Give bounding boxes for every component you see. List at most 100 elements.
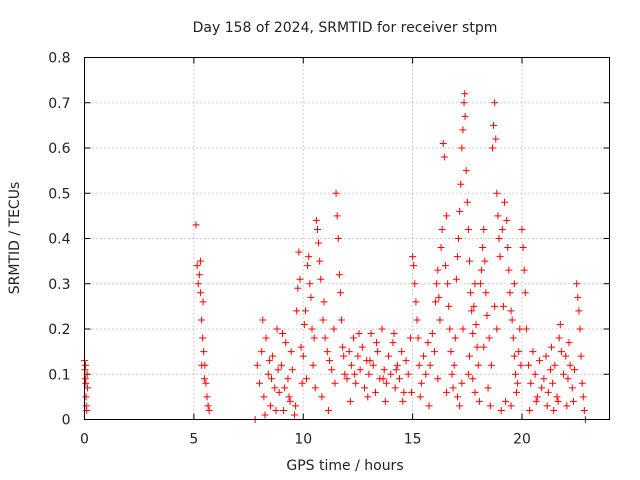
data-point <box>464 370 472 378</box>
data-point <box>338 316 346 324</box>
data-point <box>577 352 585 360</box>
data-point <box>457 180 465 188</box>
data-point <box>580 406 588 414</box>
data-point <box>399 397 407 405</box>
data-point <box>317 275 325 283</box>
data-point <box>390 330 398 338</box>
data-point <box>519 244 527 252</box>
data-point <box>369 361 377 369</box>
data-point <box>426 361 434 369</box>
data-point <box>487 361 495 369</box>
data-point <box>293 307 301 315</box>
data-point <box>485 334 493 342</box>
data-point <box>196 289 204 297</box>
data-point <box>506 289 514 297</box>
data-point <box>468 307 476 315</box>
data-point <box>285 393 293 401</box>
data-point <box>484 384 492 392</box>
data-point <box>533 393 541 401</box>
data-point <box>269 352 277 360</box>
data-point <box>199 298 207 306</box>
data-point <box>464 225 472 233</box>
data-point <box>513 388 521 396</box>
data-point <box>340 352 348 360</box>
data-point <box>334 235 342 242</box>
data-point <box>449 384 457 392</box>
data-point <box>440 153 448 161</box>
y-tick-label: 0.1 <box>48 367 70 383</box>
data-point <box>253 361 261 369</box>
data-point <box>204 402 212 410</box>
data-point <box>574 293 582 301</box>
data-point <box>275 388 283 396</box>
data-point <box>316 257 324 265</box>
data-point <box>476 280 484 288</box>
data-point <box>385 352 393 360</box>
data-point <box>203 393 211 401</box>
data-point <box>488 144 496 152</box>
data-point <box>417 379 425 387</box>
data-point <box>527 379 535 387</box>
data-point <box>265 357 273 365</box>
data-point <box>297 343 305 351</box>
y-tick-label: 0.8 <box>48 51 70 67</box>
data-point <box>458 144 466 152</box>
data-point <box>428 330 436 338</box>
data-point <box>450 361 458 369</box>
data-point <box>323 348 331 356</box>
data-point <box>443 388 451 396</box>
data-point <box>278 330 286 338</box>
data-point <box>548 343 556 351</box>
data-point <box>82 379 90 387</box>
data-point <box>409 253 417 261</box>
data-point <box>507 307 515 315</box>
data-point <box>402 357 410 365</box>
data-point <box>532 397 540 405</box>
data-point <box>318 393 326 401</box>
data-point <box>309 361 317 369</box>
data-point <box>553 393 561 401</box>
data-point <box>300 320 308 328</box>
data-point <box>493 189 501 197</box>
y-axis-label: SRMTID / TECUs <box>7 182 23 295</box>
x-tick-label: 15 <box>404 432 422 448</box>
data-point <box>529 348 537 356</box>
data-point <box>392 366 400 374</box>
data-point <box>358 343 366 351</box>
data-point <box>373 339 381 347</box>
data-point <box>347 361 355 369</box>
data-point <box>196 257 204 265</box>
data-point <box>525 361 533 369</box>
data-point <box>400 388 408 396</box>
data-point <box>507 402 515 410</box>
data-point <box>521 289 529 297</box>
data-point <box>420 352 428 360</box>
data-point <box>496 253 504 261</box>
data-point <box>438 225 446 233</box>
data-point <box>575 307 583 315</box>
data-point <box>396 375 403 383</box>
data-point <box>200 375 208 383</box>
data-point <box>469 375 477 383</box>
data-point <box>326 357 333 365</box>
data-point <box>517 361 525 369</box>
data-point <box>576 325 584 333</box>
data-point <box>499 302 507 310</box>
data-point <box>540 375 548 383</box>
data-point <box>501 198 508 206</box>
data-point <box>555 334 563 342</box>
data-point <box>556 320 564 328</box>
data-point <box>195 271 203 279</box>
data-point <box>330 325 338 333</box>
data-point <box>280 406 288 414</box>
data-point <box>410 262 418 270</box>
data-point <box>389 339 397 347</box>
data-point <box>84 384 92 392</box>
data-point <box>490 121 498 129</box>
data-point <box>564 375 572 383</box>
data-point <box>200 348 208 356</box>
data-point <box>503 216 511 224</box>
data-point <box>482 289 490 297</box>
data-point <box>287 348 295 356</box>
